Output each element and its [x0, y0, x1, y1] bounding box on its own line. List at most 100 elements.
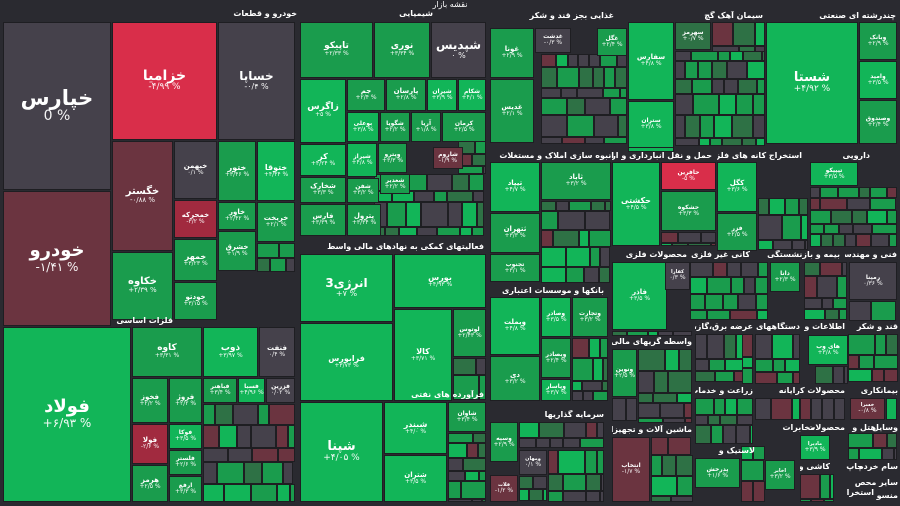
treemap-cell[interactable]: [727, 262, 741, 277]
symbol-tile[interactable]: پارسان +۲/۸ %: [386, 79, 426, 111]
treemap-cell[interactable]: [755, 22, 765, 46]
treemap-cell[interactable]: [615, 67, 627, 88]
treemap-cell[interactable]: [873, 433, 887, 448]
symbol-tile[interactable]: خشرق +۱/۹ %: [218, 231, 256, 271]
symbol-tile[interactable]: های وب +۳/۸ %: [808, 335, 848, 365]
treemap-cell[interactable]: [758, 198, 769, 215]
treemap-cell[interactable]: [870, 187, 887, 198]
treemap-cell[interactable]: [744, 277, 755, 294]
treemap-cell[interactable]: [584, 267, 599, 283]
treemap-cell[interactable]: [731, 277, 744, 294]
treemap-cell[interactable]: [586, 474, 601, 491]
treemap-cell[interactable]: [533, 476, 547, 489]
treemap-cell[interactable]: [810, 187, 820, 198]
symbol-tile[interactable]: خودتو +۳/۱۵ %: [174, 282, 217, 320]
treemap-cell[interactable]: [811, 398, 822, 420]
treemap-cell[interactable]: [839, 224, 853, 234]
symbol-tile[interactable]: ختوقا +۴/۴۴ %: [257, 141, 295, 201]
treemap-cell[interactable]: [665, 349, 679, 371]
treemap-cell[interactable]: [244, 462, 262, 484]
treemap-cell[interactable]: [824, 499, 834, 502]
treemap-cell[interactable]: [453, 358, 476, 375]
treemap-cell[interactable]: [811, 499, 824, 502]
treemap-cell[interactable]: [269, 404, 295, 425]
treemap-cell[interactable]: [605, 201, 611, 211]
treemap-cell[interactable]: [747, 61, 765, 79]
treemap-cell[interactable]: [825, 309, 839, 320]
treemap-cell[interactable]: [838, 187, 859, 198]
treemap-cell[interactable]: [741, 262, 758, 277]
treemap-cell[interactable]: [839, 309, 847, 320]
treemap-cell[interactable]: [579, 67, 593, 88]
treemap-cell[interactable]: [820, 198, 847, 210]
treemap-cell[interactable]: [427, 174, 452, 191]
treemap-cell[interactable]: [848, 369, 872, 382]
treemap-cell[interactable]: [550, 438, 563, 448]
treemap-cell[interactable]: [599, 267, 610, 283]
treemap-cell[interactable]: [718, 51, 730, 61]
treemap-cell[interactable]: [219, 425, 237, 448]
treemap-cell[interactable]: [833, 234, 845, 247]
treemap-cell[interactable]: [675, 79, 692, 94]
symbol-tile[interactable]: شیران +۳/۹ %: [427, 79, 457, 111]
treemap-cell[interactable]: [755, 334, 772, 359]
treemap-cell[interactable]: [601, 474, 604, 491]
treemap-cell[interactable]: [685, 115, 700, 138]
treemap-cell[interactable]: [712, 46, 739, 52]
treemap-cell[interactable]: [755, 398, 771, 420]
treemap-cell[interactable]: [572, 358, 593, 381]
treemap-cell[interactable]: [593, 67, 604, 88]
treemap-cell[interactable]: [536, 438, 550, 448]
treemap-cell[interactable]: [568, 54, 578, 67]
treemap-cell[interactable]: [476, 358, 486, 375]
treemap-cell[interactable]: [215, 404, 233, 425]
symbol-tile[interactable]: ختور +۳/۴۶ %: [218, 141, 256, 201]
symbol-tile[interactable]: شکام +۴/۱ %: [458, 79, 486, 111]
treemap-cell[interactable]: [762, 51, 765, 61]
treemap-cell[interactable]: [676, 455, 693, 476]
treemap-cell[interactable]: [741, 460, 764, 481]
symbol-tile[interactable]: شاوان +۳/۴ %: [448, 402, 486, 432]
symbol-tile[interactable]: بورس +۴/۹۳ %: [394, 254, 486, 308]
treemap-cell[interactable]: [887, 210, 897, 224]
symbol-tile[interactable]: فوکا +۳/۵ %: [169, 424, 202, 449]
treemap-cell[interactable]: [203, 425, 219, 448]
symbol-tile[interactable]: وصندوق +۲/۴ %: [859, 100, 897, 144]
treemap-cell[interactable]: [569, 201, 591, 211]
treemap-cell[interactable]: [448, 471, 465, 481]
treemap-cell[interactable]: [756, 138, 765, 146]
symbol-tile[interactable]: فزر +۲/۵ %: [717, 213, 757, 251]
treemap-cell[interactable]: [452, 174, 469, 191]
treemap-cell[interactable]: [270, 258, 286, 272]
treemap-cell[interactable]: [462, 202, 477, 227]
treemap-cell[interactable]: [562, 137, 585, 144]
treemap-cell[interactable]: [800, 474, 820, 499]
treemap-cell[interactable]: [804, 298, 822, 309]
treemap-cell[interactable]: [519, 476, 533, 489]
symbol-tile[interactable]: خزامیا -۴/۹۹ %: [112, 22, 217, 140]
treemap-cell[interactable]: [886, 334, 898, 355]
treemap-cell[interactable]: [847, 198, 870, 210]
treemap-cell[interactable]: [417, 227, 437, 236]
treemap-cell[interactable]: [586, 491, 600, 502]
treemap-cell[interactable]: [711, 425, 723, 444]
treemap-cell[interactable]: [886, 398, 897, 420]
treemap-cell[interactable]: [810, 224, 824, 234]
symbol-tile[interactable]: تیپاد +۴/۷ %: [490, 162, 540, 212]
treemap-cell[interactable]: [773, 240, 792, 250]
treemap-cell[interactable]: [675, 138, 699, 146]
treemap-cell[interactable]: [722, 138, 742, 146]
treemap-cell[interactable]: [658, 331, 673, 336]
treemap-cell[interactable]: [833, 366, 844, 384]
symbol-tile[interactable]: شبندر +۴/۰ %: [384, 402, 447, 454]
symbol-tile[interactable]: حشکوه +۳/۳ %: [661, 191, 716, 231]
treemap-cell[interactable]: [822, 298, 833, 309]
symbol-tile[interactable]: حافرین -۵ %: [661, 162, 716, 190]
treemap-cell[interactable]: [673, 331, 692, 336]
treemap-cell[interactable]: [707, 277, 731, 294]
treemap-cell[interactable]: [563, 491, 586, 502]
symbol-tile[interactable]: خریخت +۲/۱ %: [257, 202, 295, 242]
treemap-cell[interactable]: [834, 398, 845, 420]
treemap-cell[interactable]: [792, 398, 800, 420]
symbol-tile[interactable]: نوری +۳/۳۴ %: [374, 22, 430, 78]
